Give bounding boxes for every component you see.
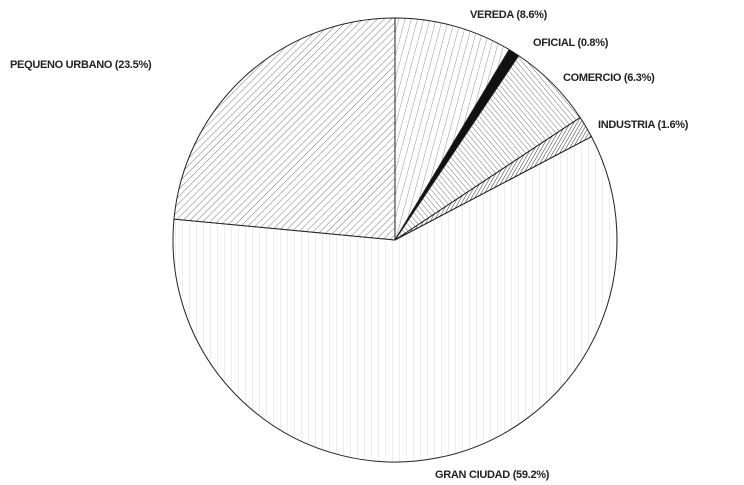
- value-label: (0.8%): [577, 37, 608, 49]
- category-label: COMERCIO: [563, 72, 622, 84]
- value-label: (6.3%): [624, 72, 655, 84]
- category-label: PEQUENO URBANO: [10, 59, 113, 71]
- category-label: INDUSTRIA: [598, 119, 656, 131]
- pie-slice: [173, 17, 396, 241]
- value-label: (1.6%): [658, 119, 689, 131]
- category-label: VEREDA: [470, 9, 514, 21]
- value-label: (23.5%): [115, 59, 152, 71]
- slice-label: COMERCIO (6.3%): [563, 72, 655, 84]
- slice-label: PEQUENO URBANO (23.5%): [10, 59, 152, 71]
- category-label: GRAN CIUDAD: [435, 469, 510, 481]
- slice-label: INDUSTRIA (1.6%): [598, 119, 689, 131]
- pie-slice: [172, 136, 618, 463]
- slice-label: OFICIAL (0.8%): [533, 37, 609, 49]
- pie-slice: [394, 17, 510, 242]
- slice-label: GRAN CIUDAD (59.2%): [435, 469, 550, 481]
- category-label: OFICIAL: [533, 37, 575, 49]
- value-label: (8.6%): [516, 9, 547, 21]
- value-label: (59.2%): [513, 469, 550, 481]
- slice-label: VEREDA (8.6%): [470, 9, 548, 21]
